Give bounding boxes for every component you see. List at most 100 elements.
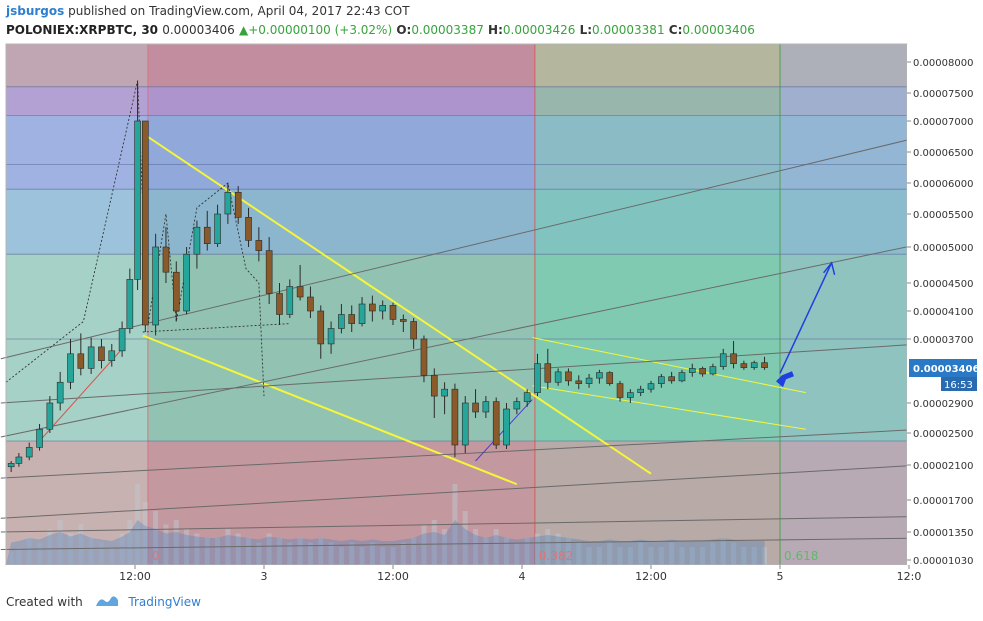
- candle-body[interactable]: [761, 362, 768, 368]
- tradingview-logo-icon[interactable]: [95, 594, 119, 611]
- candle-body[interactable]: [46, 402, 54, 430]
- candle-body[interactable]: [430, 375, 438, 397]
- candle-body[interactable]: [596, 372, 603, 379]
- candle-body[interactable]: [193, 226, 201, 255]
- candle-body[interactable]: [36, 428, 43, 448]
- candle-body[interactable]: [183, 253, 190, 312]
- trendline[interactable]: [0, 464, 922, 519]
- projection-arrow[interactable]: [779, 262, 833, 374]
- candle-body[interactable]: [523, 392, 531, 402]
- volume-bar: [318, 538, 324, 565]
- candle-body[interactable]: [369, 303, 376, 312]
- trendline[interactable]: [532, 385, 806, 430]
- volume-bar: [638, 542, 644, 565]
- candle-body[interactable]: [750, 362, 758, 368]
- zone-0-band: [6, 44, 148, 87]
- candle-body[interactable]: [688, 368, 696, 373]
- candle-body[interactable]: [255, 240, 263, 251]
- candle-body[interactable]: [98, 346, 105, 362]
- trendline[interactable]: [0, 515, 922, 533]
- candle-body[interactable]: [534, 363, 541, 393]
- candle-body[interactable]: [307, 296, 314, 312]
- candle-body[interactable]: [25, 447, 33, 458]
- candle-body[interactable]: [472, 402, 479, 413]
- fib-label: 0: [152, 549, 160, 563]
- candle-body[interactable]: [348, 314, 356, 324]
- candle-body[interactable]: [327, 328, 335, 345]
- candle-body[interactable]: [658, 376, 665, 384]
- candle-body[interactable]: [77, 353, 85, 369]
- trendline[interactable]: [0, 428, 922, 479]
- candle-body[interactable]: [492, 401, 500, 446]
- candle-body[interactable]: [730, 353, 737, 364]
- candle-body[interactable]: [410, 321, 417, 340]
- candle-body[interactable]: [513, 401, 521, 410]
- zone-1-band: [147, 189, 535, 255]
- position-marker-icon[interactable]: [776, 371, 794, 388]
- candle-body[interactable]: [585, 377, 593, 384]
- trendline[interactable]: [0, 537, 922, 550]
- candle-body[interactable]: [719, 353, 727, 367]
- candle-body[interactable]: [67, 353, 74, 383]
- tradingview-link[interactable]: TradingView: [128, 595, 201, 609]
- candle-body[interactable]: [265, 250, 273, 294]
- candle-body[interactable]: [544, 363, 552, 383]
- candle-body[interactable]: [56, 381, 64, 404]
- candle-body[interactable]: [616, 383, 624, 398]
- candle-body[interactable]: [87, 346, 95, 369]
- candle-body[interactable]: [668, 376, 675, 382]
- candle-body[interactable]: [379, 305, 386, 312]
- candle-body[interactable]: [637, 388, 644, 393]
- candle-body[interactable]: [108, 350, 116, 362]
- candle-body[interactable]: [358, 303, 366, 324]
- candle-body[interactable]: [554, 371, 562, 383]
- candle-body[interactable]: [214, 213, 221, 245]
- candle-body[interactable]: [461, 402, 469, 446]
- candle-body[interactable]: [286, 286, 294, 315]
- author-name[interactable]: jsburgos: [6, 4, 65, 18]
- candle-body[interactable]: [203, 226, 211, 244]
- candle-body[interactable]: [740, 363, 748, 368]
- candle-body[interactable]: [7, 463, 15, 468]
- candle-body[interactable]: [627, 392, 634, 398]
- candle-body[interactable]: [172, 271, 180, 312]
- candle-body[interactable]: [245, 217, 252, 241]
- candle-body[interactable]: [142, 120, 149, 326]
- candle-body[interactable]: [441, 388, 448, 397]
- price-chart[interactable]: 0.00008000 0.00007500 0.00007000 0.00006500…: [0, 0, 983, 590]
- candle-body[interactable]: [118, 328, 126, 352]
- candle-body[interactable]: [709, 366, 717, 375]
- candle-body[interactable]: [400, 319, 407, 322]
- candle-body[interactable]: [699, 368, 706, 375]
- candle-body[interactable]: [503, 408, 510, 446]
- zone-2-band: [534, 86, 780, 116]
- trendline[interactable]: [0, 343, 922, 404]
- trendline[interactable]: [532, 337, 806, 394]
- candle-body[interactable]: [134, 120, 141, 280]
- candle-body[interactable]: [678, 372, 686, 382]
- candle-body[interactable]: [606, 372, 614, 384]
- candle-body[interactable]: [234, 192, 242, 218]
- candle-body[interactable]: [152, 246, 159, 326]
- candle-body[interactable]: [276, 293, 283, 315]
- candle-body[interactable]: [565, 371, 572, 382]
- candle-body[interactable]: [224, 192, 232, 215]
- candle-body[interactable]: [338, 314, 345, 329]
- candle-body[interactable]: [647, 383, 655, 390]
- candle-body[interactable]: [575, 380, 583, 384]
- candle-body[interactable]: [162, 246, 170, 273]
- x-tick-label: 12:00: [377, 570, 409, 583]
- trendline[interactable]: [0, 243, 923, 438]
- candle-body[interactable]: [389, 305, 397, 320]
- candle-body[interactable]: [482, 401, 490, 413]
- candle-body[interactable]: [420, 338, 428, 376]
- candle-body[interactable]: [15, 456, 23, 464]
- y-tick-label: 0.00004100: [913, 307, 973, 318]
- volume-bar: [88, 538, 94, 565]
- trendline[interactable]: [39, 348, 123, 442]
- candle-body[interactable]: [126, 279, 134, 329]
- candle-body[interactable]: [451, 388, 459, 446]
- trendline[interactable]: [142, 334, 518, 486]
- candle-body[interactable]: [317, 310, 325, 345]
- candle-body[interactable]: [296, 286, 304, 298]
